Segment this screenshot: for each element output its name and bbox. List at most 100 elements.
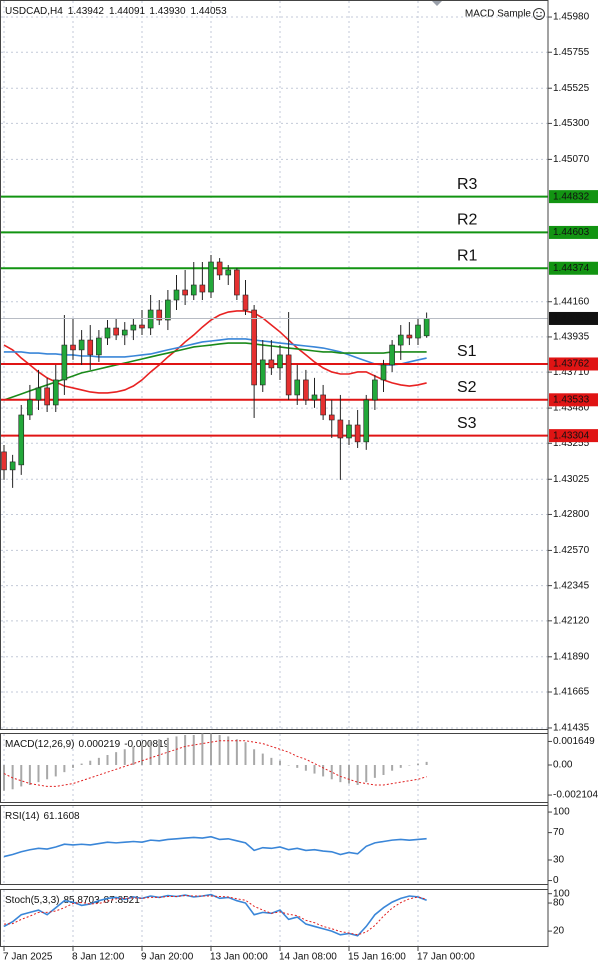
histogram-bar [106,755,109,765]
histogram-bar [132,746,135,765]
level-price-label: 1.43762 [553,359,590,370]
candle-body [121,329,128,336]
histogram-bar [54,765,57,777]
histogram-bar [339,765,342,783]
indicator-line [3,740,427,787]
candle-body [354,424,361,443]
candle-body [104,327,111,339]
indicator-value: -0.000819 [124,739,169,750]
level-price-label: 1.44374 [553,263,590,274]
candle-body [242,294,249,311]
candle-body [328,414,335,421]
histogram-bar [279,760,281,765]
histogram-bar [356,765,359,785]
histogram-bar [218,735,221,765]
last-price-label: 1.44053 [553,313,590,324]
candle-body [78,339,85,351]
y-tick-label: 1.43025 [553,474,590,485]
candle-body [225,269,232,276]
histogram-bar [72,765,74,768]
histogram-bar [28,765,31,785]
y-tick-label: 1.41435 [553,723,590,734]
histogram-bar [97,757,100,765]
level-price-label: 1.43304 [553,430,590,441]
quote-value: 1.44091 [109,6,146,17]
level-name: S2 [457,379,477,396]
candle-body [182,289,188,296]
histogram-bar [330,765,333,780]
y-tick-label: 1.41665 [553,687,590,698]
histogram-bar [373,765,376,778]
histogram-bar [115,752,118,765]
histogram-bar [287,765,290,766]
level-name: R1 [457,247,478,264]
candle-body [44,387,50,406]
histogram-bar [270,757,273,765]
histogram-bar [425,761,428,765]
indicator-line [3,310,427,394]
candle-body [199,284,206,293]
level-price-tag [549,225,598,239]
panel-header: MACD(12,26,9) 0.000219 -0.000819 [5,739,170,750]
y-tick-label: 1.43935 [553,332,590,343]
y-tick-label: 80 [553,898,565,909]
y-tick-label: 0 [553,875,559,886]
candle-body [52,379,59,406]
indicator-line [3,895,427,936]
candle-body [216,261,223,276]
quote-value: 1.43930 [149,6,186,17]
histogram-bar [408,765,411,766]
candle-body [87,339,94,356]
candle-body [96,337,102,356]
histogram-bar [11,765,14,790]
candle-body [380,364,387,381]
candle-body [165,299,171,321]
x-tick-label: 14 Jan 08:00 [279,952,337,963]
y-tick-label: 1.43255 [553,438,590,449]
histogram-bar [382,765,385,775]
y-tick-label: 1.45525 [553,83,590,94]
histogram-bar [235,739,238,765]
histogram-bar [210,733,212,765]
candle-body [208,261,214,293]
candle-body [156,309,163,321]
histogram-bar [141,743,143,765]
level-price-tag [549,190,598,204]
candle-body [320,394,326,416]
y-tick-label: 1.43480 [553,403,590,414]
indicator-value: 0.000219 [78,739,120,750]
y-tick-label: 20 [553,926,565,937]
indicator-line [3,835,427,858]
y-tick-label: 70 [553,827,565,838]
x-tick-label: 17 Jan 00:00 [417,952,475,963]
level-name: S1 [457,343,477,360]
level-name: R2 [457,212,478,229]
histogram-bar [227,736,230,765]
candle-body [173,289,180,301]
histogram-bar [348,765,350,784]
level-price-tag [549,261,598,275]
candle-body [285,354,292,396]
y-tick-label: 1.42800 [553,509,590,520]
indicator-value: 85.8703 [63,895,100,906]
histogram-bar [158,739,161,765]
candle-body [303,379,309,401]
last-price-tag [549,311,598,325]
candle-body [363,399,370,443]
candle-body [9,461,16,471]
candle-body [70,344,76,351]
panel-title: Stoch(5,3,3) [5,895,59,906]
x-tick-label: 8 Jan 12:00 [72,952,125,963]
x-tick-label: 15 Jan 16:00 [348,952,406,963]
y-tick-label: 0.001649 [553,736,595,747]
histogram-bar [123,749,126,765]
histogram-bar [3,765,5,791]
candle-body [406,334,413,339]
candle-body [35,387,42,401]
histogram-bar [80,763,83,765]
x-tick-label: 9 Jan 20:00 [141,952,194,963]
x-tick-label: 7 Jan 2025 [3,952,53,963]
y-tick-label: 1.42120 [553,615,590,626]
candle-body [311,394,318,401]
